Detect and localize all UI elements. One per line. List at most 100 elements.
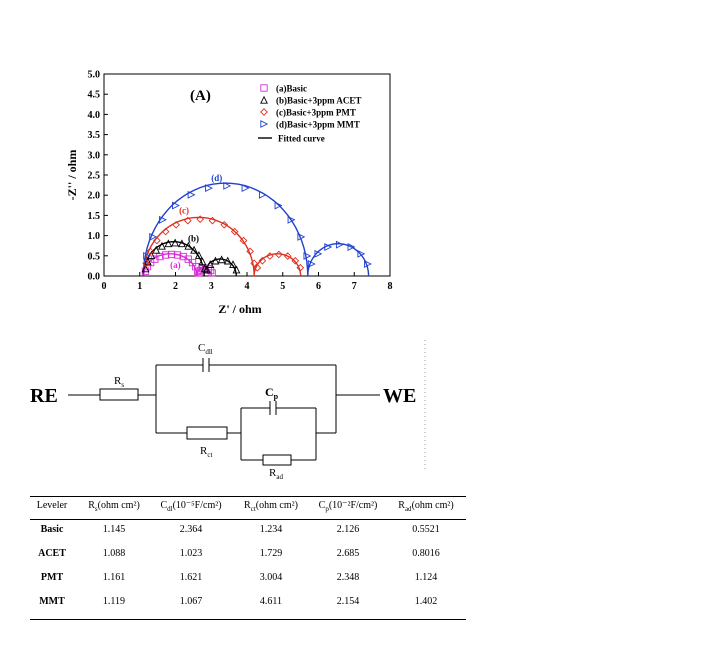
x-tick-label: 7 <box>352 281 357 292</box>
data-point <box>153 236 161 245</box>
label-cp: Cp <box>265 385 279 401</box>
data-point <box>303 252 312 260</box>
data-point <box>205 184 213 193</box>
table-cell: 2.154 <box>336 596 360 607</box>
data-point <box>229 260 237 269</box>
header-cdl: Cdl(10⁻⁵F/cm²) <box>160 500 222 513</box>
data-point <box>147 251 156 259</box>
label-rs: Rs <box>114 375 124 389</box>
legend-marker <box>260 95 268 104</box>
data-point <box>198 257 207 266</box>
table-cell: 0.5521 <box>412 524 440 535</box>
y-tick-label: 2.5 <box>88 171 101 182</box>
header-rs: Rs(ohm cm²) <box>88 500 140 513</box>
data-point <box>274 250 283 259</box>
header-rad: Rad(ohm cm²) <box>398 500 454 513</box>
x-axis-label: Z' / ohm <box>218 302 261 316</box>
data-point <box>223 181 232 190</box>
data-point <box>297 232 306 241</box>
data-point <box>172 220 180 229</box>
table-cell: 1.124 <box>414 572 438 583</box>
nyquist-chart: 0 1 2 3 4 5 6 7 8 0.0 0.5 1.0 1.5 2.0 2.5 3.0 3.5 4.0 4.5… <box>65 70 393 317</box>
table-cell: 1.088 <box>102 548 126 559</box>
table-cell: 1.023 <box>179 548 203 559</box>
data-point <box>152 245 161 254</box>
table-cell: 1.145 <box>102 524 126 535</box>
data-point <box>184 216 192 225</box>
terminal-re: RE <box>30 385 58 407</box>
table-rule-top <box>30 496 466 497</box>
data-point <box>195 269 203 277</box>
x-tick-label: 2 <box>173 281 178 292</box>
data-point <box>146 247 155 256</box>
data-point <box>141 264 150 273</box>
data-point <box>232 265 241 274</box>
data-point <box>347 243 356 251</box>
data-point <box>142 259 150 268</box>
y-tick-label: 4.0 <box>88 110 101 121</box>
data-point <box>172 201 180 210</box>
x-axis: 0 1 2 3 4 5 6 7 8 <box>102 272 393 292</box>
series-label: (d) <box>211 173 222 183</box>
resistor-rad <box>262 454 292 466</box>
table-rule-mid <box>30 519 466 520</box>
y-axis: 0.0 0.5 1.0 1.5 2.0 2.5 3.0 3.5 4.0 4.5 5.0 <box>88 70 108 283</box>
data-point <box>223 256 232 265</box>
legend-entry: (d)Basic+3ppm MMT <box>276 120 360 130</box>
y-tick-label: 3.5 <box>88 130 101 141</box>
header-cp: Cp(10⁻²F/cm²) <box>318 500 378 513</box>
table-cell: MMT <box>39 596 65 607</box>
table-cell: 2.126 <box>336 524 360 535</box>
data-point <box>196 215 205 224</box>
y-tick-label: 2.0 <box>88 191 101 202</box>
x-tick-label: 3 <box>209 281 214 292</box>
table-cell: 4.611 <box>259 596 283 607</box>
table-cell: 1.161 <box>102 572 126 583</box>
series-label: (c) <box>179 205 189 215</box>
data-point <box>241 184 250 193</box>
data-point <box>220 220 229 229</box>
data-point <box>246 247 254 256</box>
resistor-rct <box>186 426 228 440</box>
data-point <box>230 227 239 236</box>
x-tick-label: 6 <box>316 281 321 292</box>
label-rad: Rad <box>269 467 283 481</box>
data-point <box>266 252 274 260</box>
equivalent-circuit <box>68 340 426 470</box>
circuit-labels: RE WE Rs Cdll Cp Rct Rad <box>30 342 416 481</box>
fitted-curve <box>142 216 302 277</box>
data-point <box>208 216 217 225</box>
data-point <box>259 190 267 199</box>
legend-entry: (c)Basic+3ppm PMT <box>276 108 356 118</box>
data-point <box>217 255 226 264</box>
legend: (a)Basic (b)Basic+3ppm ACET (c)Basic+3ppm … <box>258 84 361 144</box>
data-point <box>202 265 211 274</box>
header-leveler: Leveler <box>36 500 68 511</box>
data-point <box>194 251 203 259</box>
series-label: (a) <box>170 260 181 270</box>
data-point <box>171 238 180 247</box>
table-cell: 2.685 <box>336 548 360 559</box>
y-tick-label: 1.5 <box>88 211 101 222</box>
terminal-we: WE <box>383 385 416 407</box>
legend-marker <box>260 84 268 92</box>
x-tick-label: 4 <box>245 281 250 292</box>
data-point <box>184 241 193 250</box>
table-cell: 1.234 <box>259 524 283 535</box>
table-cell: 1.119 <box>102 596 126 607</box>
data-point <box>357 249 366 258</box>
data-point <box>173 251 182 259</box>
series-labels: (a) (b) (c) (d) <box>170 173 222 270</box>
y-tick-label: 5.0 <box>88 70 101 81</box>
series-label: (b) <box>188 234 199 244</box>
panel-label: (A) <box>190 88 211 104</box>
x-tick-label: 0 <box>102 281 107 292</box>
table-cell: 1.067 <box>179 596 203 607</box>
label-cdl: Cdll <box>198 342 213 356</box>
data-markers <box>141 84 372 277</box>
data-point <box>364 260 372 268</box>
data-point <box>187 190 196 199</box>
data-point <box>274 201 283 210</box>
x-tick-label: 1 <box>137 281 142 292</box>
